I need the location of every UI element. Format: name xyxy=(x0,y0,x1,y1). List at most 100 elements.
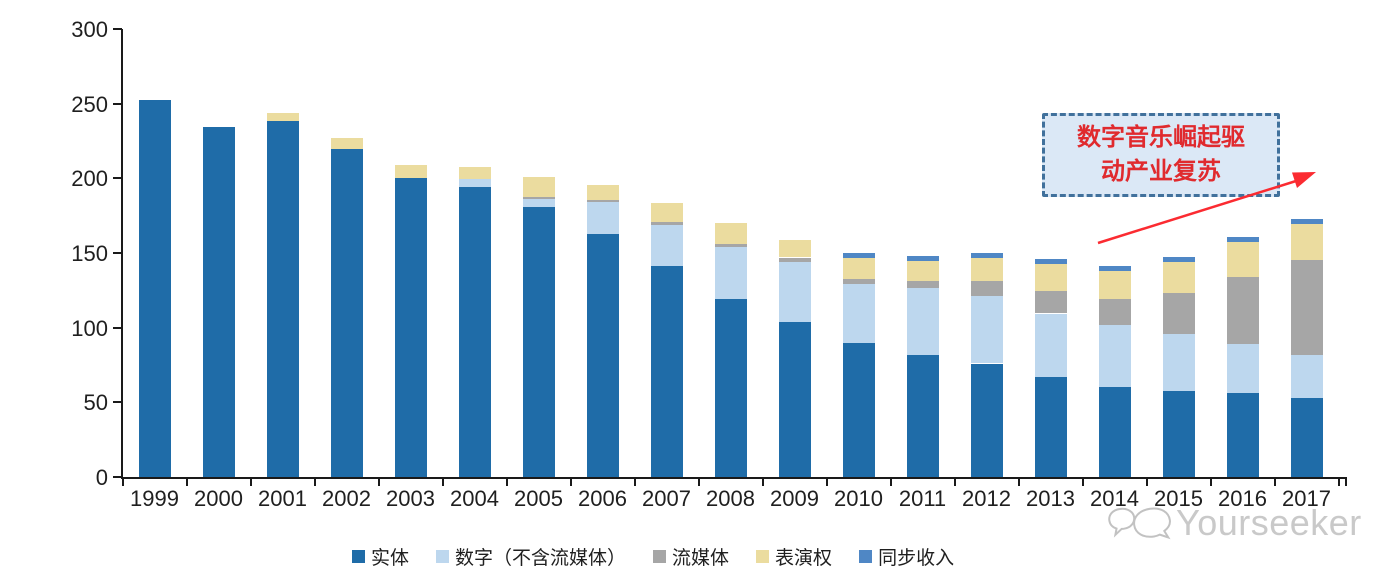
x-axis-label-2000: 2000 xyxy=(194,486,243,511)
y-tick xyxy=(113,252,122,254)
x-axis-label-1999: 1999 xyxy=(130,486,179,511)
bar-segment-physical-1999 xyxy=(138,99,171,477)
x-tick xyxy=(954,477,956,486)
legend-swatch-digital xyxy=(436,550,450,563)
bar-segment-performance-2015 xyxy=(1162,262,1195,294)
bar-segment-performance-2002 xyxy=(330,138,363,149)
bar-segment-performance-2007 xyxy=(650,203,683,222)
legend-swatch-physical xyxy=(352,550,365,563)
bar-segment-digital-2005 xyxy=(522,199,555,207)
y-tick xyxy=(113,177,122,180)
bar-segment-sync-2016 xyxy=(1226,236,1259,242)
bar-segment-sync-2012 xyxy=(970,253,1003,259)
bar-segment-performance-2016 xyxy=(1226,241,1259,277)
annotation-text-line1: 数字音乐崛起驱 xyxy=(1077,125,1245,151)
bar-segment-performance-2012 xyxy=(970,258,1003,282)
bar-segment-streaming-2010 xyxy=(842,279,875,284)
bar-segment-digital-2015 xyxy=(1162,333,1195,392)
legend-swatch-streaming xyxy=(653,550,667,563)
x-axis-label-2005: 2005 xyxy=(514,486,563,511)
annotation-text-line2: 动产业复苏 xyxy=(1101,159,1221,185)
bar-segment-streaming-2016 xyxy=(1226,276,1259,345)
x-tick xyxy=(1018,477,1020,486)
x-tick xyxy=(314,477,316,486)
legend-label-streaming: 流媒体 xyxy=(672,548,730,569)
legend-item-sync: 同步收入 xyxy=(859,543,954,570)
bar-segment-physical-2010 xyxy=(842,343,875,477)
bar-segment-physical-2001 xyxy=(266,120,299,477)
x-axis-label-2012: 2012 xyxy=(962,486,1011,511)
x-axis-label-2016: 2016 xyxy=(1218,486,1267,511)
x-tick xyxy=(186,477,188,486)
legend-item-performance: 表演权 xyxy=(756,543,832,570)
legend-item-streaming: 流媒体 xyxy=(653,543,729,570)
x-tick xyxy=(1082,477,1084,486)
x-axis-label-2017: 2017 xyxy=(1282,486,1331,511)
y-axis-label: 200 xyxy=(71,166,108,192)
x-axis-label-2014: 2014 xyxy=(1090,486,1139,511)
x-tick xyxy=(250,477,252,486)
bar-segment-digital-2013 xyxy=(1034,313,1067,377)
bar-segment-physical-2012 xyxy=(970,363,1003,477)
bar-segment-physical-2000 xyxy=(202,126,235,477)
trend-arrow-head xyxy=(1292,172,1316,188)
bar-segment-physical-2003 xyxy=(394,177,427,477)
x-axis-label-2002: 2002 xyxy=(322,486,371,511)
bar-segment-physical-2014 xyxy=(1098,387,1131,477)
x-axis-line xyxy=(121,477,1347,479)
x-axis-label-2003: 2003 xyxy=(386,486,435,511)
legend-item-digital: 数字（不含流媒体） xyxy=(436,543,626,570)
bar-segment-digital-2016 xyxy=(1226,344,1259,394)
legend-label-physical: 实体 xyxy=(371,548,410,569)
bar-segment-streaming-2008 xyxy=(714,244,747,247)
legend-label-sync: 同步收入 xyxy=(878,548,955,569)
bar-segment-physical-2007 xyxy=(650,265,683,477)
bar-segment-digital-2017 xyxy=(1290,355,1323,398)
bar-segment-sync-2010 xyxy=(842,253,875,259)
y-tick xyxy=(113,401,122,404)
bar-segment-physical-2017 xyxy=(1290,397,1323,477)
x-axis-label-2006: 2006 xyxy=(578,486,627,511)
y-axis-label: 50 xyxy=(83,390,108,416)
x-axis-label-2004: 2004 xyxy=(450,486,499,511)
x-tick xyxy=(1146,477,1148,486)
y-axis-label: 300 xyxy=(71,17,108,42)
bar-segment-streaming-2017 xyxy=(1290,259,1323,356)
legend-swatch-sync xyxy=(859,550,873,563)
bar-segment-streaming-2007 xyxy=(650,221,683,225)
y-tick xyxy=(113,28,122,30)
x-tick xyxy=(1210,477,1212,486)
x-axis-label-2008: 2008 xyxy=(706,486,755,511)
bar-segment-physical-2009 xyxy=(778,321,811,477)
bar-segment-streaming-2006 xyxy=(586,200,619,203)
bar-segment-sync-2014 xyxy=(1098,266,1131,271)
bar-segment-digital-2007 xyxy=(650,224,683,266)
x-tick xyxy=(1338,477,1340,486)
watermark-text: Yourseeker xyxy=(1176,502,1362,543)
legend-label-digital: 数字（不含流媒体） xyxy=(455,548,627,569)
y-axis-label: 100 xyxy=(71,315,108,341)
bar-segment-performance-2005 xyxy=(522,176,555,197)
bar-segment-physical-2011 xyxy=(906,354,939,477)
bar-segment-sync-2017 xyxy=(1290,218,1323,224)
bar-segment-performance-2010 xyxy=(842,258,875,280)
y-tick xyxy=(113,476,122,478)
bar-segment-streaming-2014 xyxy=(1098,299,1131,326)
watermark: Yourseeker xyxy=(1108,498,1362,548)
x-axis-label-2009: 2009 xyxy=(770,486,819,511)
bar-segment-digital-2006 xyxy=(586,202,619,235)
bar-segment-physical-2002 xyxy=(330,148,363,477)
legend: 实体 数字（不含流媒体） 流媒体 表演权 同步收入 xyxy=(352,543,954,570)
bar-segment-digital-2009 xyxy=(778,262,811,322)
x-axis-label-2015: 2015 xyxy=(1154,486,1203,511)
x-tick xyxy=(442,477,444,486)
x-tick xyxy=(826,477,828,486)
bar-segment-performance-2013 xyxy=(1034,264,1067,292)
bar-segment-digital-2011 xyxy=(906,288,939,355)
bar-segment-digital-2010 xyxy=(842,283,875,344)
bar-segment-physical-2006 xyxy=(586,234,619,477)
bar-segment-physical-2016 xyxy=(1226,393,1259,477)
x-tick xyxy=(634,477,636,486)
y-axis-label: 0 xyxy=(95,465,108,490)
